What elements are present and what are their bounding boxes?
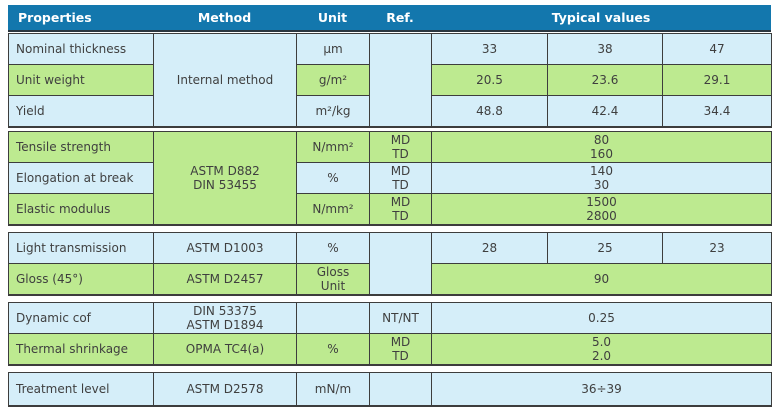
header-row: Properties Method Unit Ref. Typical valu… — [8, 5, 772, 31]
property-label: Light transmission — [8, 232, 154, 264]
property-label: Yield — [8, 95, 154, 128]
typical-value: 23.6 — [547, 64, 663, 96]
unit-value: Gloss Unit — [296, 263, 370, 296]
method-value: OPMA TC4(a) — [153, 333, 297, 366]
row-tensile-strength: Tensile strength ASTM D882 DIN 53455 N/m… — [8, 131, 772, 226]
typical-value: 42.4 — [547, 95, 663, 128]
unit-value: % — [296, 333, 370, 366]
row-unit-weight: Unit weight g/m² 20.5 23.6 29.1 — [8, 64, 772, 96]
property-label: Dynamic cof — [8, 302, 154, 334]
section-surface-thermal: Dynamic cof DIN 53375 ASTM D1894 NT/NT 0… — [8, 302, 773, 366]
section-optical: Light transmission ASTM D1003 % 28 25 23… — [8, 232, 772, 296]
ref-value: MD TD — [369, 162, 432, 194]
table-header: Properties Method Unit Ref. Typical valu… — [8, 5, 772, 32]
property-label: Nominal thickness — [8, 33, 154, 65]
unit-value: µm — [296, 33, 370, 65]
ref-value: MD TD — [369, 193, 432, 226]
header-unit: Unit — [296, 5, 369, 31]
typical-value: 80 160 — [431, 131, 772, 163]
typical-value: 29.1 — [662, 64, 772, 96]
section-dimensional: Nominal thickness Internal method µm 33 … — [8, 33, 772, 128]
typical-value: 36÷39 — [430, 372, 773, 407]
ref-value: MD TD — [369, 131, 432, 163]
row-treatment-level: Treatment level ASTM D2578 mN/m 36÷39 — [8, 372, 773, 407]
typical-value: 1500 2800 — [431, 193, 772, 226]
ref-value — [369, 372, 432, 407]
typical-value: 47 — [662, 33, 772, 65]
property-label: Tensile strength — [8, 131, 154, 163]
unit-value: mN/m — [296, 372, 370, 407]
header-method: Method — [153, 5, 296, 31]
unit-value: g/m² — [296, 64, 370, 96]
typical-value: 25 — [547, 232, 663, 264]
typical-value: 90 — [431, 263, 772, 296]
method-value: ASTM D2578 — [153, 372, 297, 407]
typical-value: 33 — [431, 33, 548, 65]
unit-value: N/mm² — [296, 193, 370, 226]
ref-value — [369, 33, 432, 128]
typical-value: 48.8 — [431, 95, 548, 128]
property-label: Thermal shrinkage — [8, 333, 154, 366]
header-ref: Ref. — [369, 5, 431, 31]
method-value: ASTM D882 DIN 53455 — [153, 131, 297, 226]
method-value: DIN 53375 ASTM D1894 — [153, 302, 297, 334]
property-label: Treatment level — [8, 372, 154, 407]
unit-value — [296, 302, 370, 334]
header-properties: Properties — [8, 5, 153, 31]
property-label: Elastic modulus — [8, 193, 154, 226]
property-label: Unit weight — [8, 64, 154, 96]
ref-value: MD TD — [369, 333, 432, 366]
section-treatment: Treatment level ASTM D2578 mN/m 36÷39 — [8, 372, 773, 407]
row-nominal-thickness: Nominal thickness Internal method µm 33 … — [8, 33, 772, 128]
method-value: Internal method — [153, 33, 297, 128]
header-typical-values: Typical values — [431, 5, 772, 31]
row-elastic-modulus: Elastic modulus N/mm² MD TD 1500 2800 — [8, 193, 772, 226]
typical-value: 20.5 — [431, 64, 548, 96]
unit-value: m²/kg — [296, 95, 370, 128]
unit-value: % — [296, 162, 370, 194]
typical-value: 38 — [547, 33, 663, 65]
unit-value: % — [296, 232, 370, 264]
typical-value: 5.0 2.0 — [430, 333, 773, 366]
typical-value: 34.4 — [662, 95, 772, 128]
row-elongation-at-break: Elongation at break % MD TD 140 30 — [8, 162, 772, 194]
row-gloss: Gloss (45°) ASTM D2457 Gloss Unit 90 — [8, 263, 772, 296]
typical-value: 28 — [431, 232, 548, 264]
property-label: Gloss (45°) — [8, 263, 154, 296]
typical-value: 0.25 — [430, 302, 773, 334]
unit-value: N/mm² — [296, 131, 370, 163]
ref-value — [369, 232, 432, 296]
typical-value: 140 30 — [431, 162, 772, 194]
row-dynamic-cof: Dynamic cof DIN 53375 ASTM D1894 NT/NT 0… — [8, 302, 773, 334]
ref-value: NT/NT — [369, 302, 432, 334]
row-thermal-shrinkage: Thermal shrinkage OPMA TC4(a) % MD TD 5.… — [8, 333, 773, 366]
method-value: ASTM D2457 — [153, 263, 297, 296]
row-light-transmission: Light transmission ASTM D1003 % 28 25 23 — [8, 232, 772, 296]
row-yield: Yield m²/kg 48.8 42.4 34.4 — [8, 95, 772, 128]
section-mechanical: Tensile strength ASTM D882 DIN 53455 N/m… — [8, 131, 772, 226]
method-value: ASTM D1003 — [153, 232, 297, 264]
property-label: Elongation at break — [8, 162, 154, 194]
typical-value: 23 — [662, 232, 772, 264]
